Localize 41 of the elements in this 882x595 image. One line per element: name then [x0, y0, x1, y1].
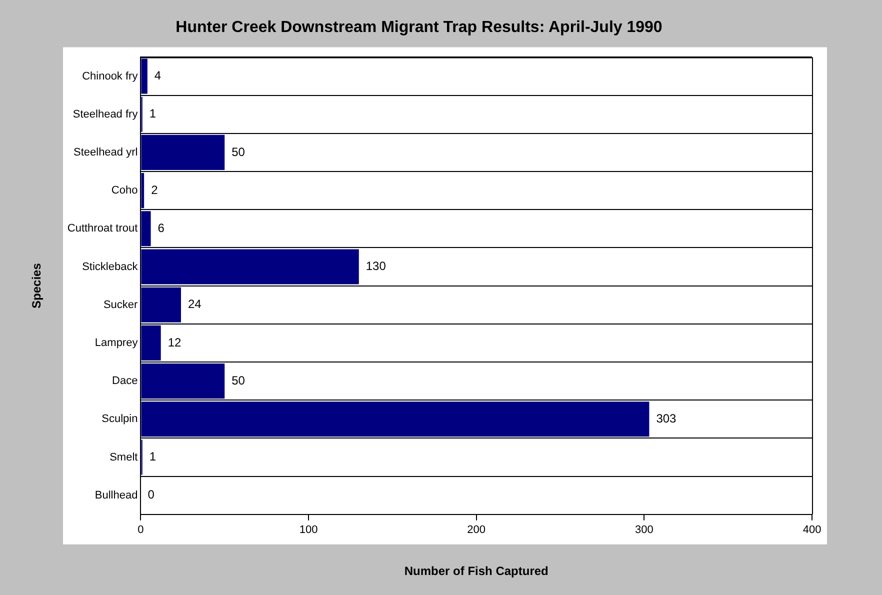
- y-tick-label: Chinook fry: [82, 70, 138, 82]
- data-label: 50: [232, 144, 246, 159]
- x-tick-label: 200: [467, 524, 486, 536]
- bar: [141, 134, 225, 170]
- data-label: 0: [148, 488, 155, 502]
- data-label: 50: [232, 373, 246, 388]
- data-label: 12: [168, 335, 182, 350]
- y-tick-label: Sculpin: [102, 413, 138, 426]
- data-label: 1: [149, 450, 156, 464]
- bar: [141, 364, 225, 399]
- y-tick-label: Bullhead: [94, 489, 138, 502]
- bar: [141, 402, 650, 437]
- y-tick-label: Coho: [111, 184, 138, 197]
- bar: [141, 249, 359, 284]
- x-tick-label: 0: [138, 524, 144, 536]
- bar: [141, 211, 151, 246]
- y-tick-label: Dace: [112, 375, 138, 388]
- bar: [141, 173, 144, 208]
- data-label: 6: [158, 220, 165, 235]
- data-label: 303: [656, 411, 677, 426]
- data-label: 4: [154, 68, 162, 83]
- bar: [141, 325, 161, 360]
- y-tick-label: Cutthroat trout: [67, 222, 138, 235]
- y-tick-label: Lamprey: [94, 336, 138, 349]
- y-tick-label: Steelhead fry: [72, 108, 138, 120]
- data-label: 1: [149, 106, 156, 121]
- y-tick-label: Sucker: [103, 298, 138, 311]
- chart-title: Hunter Creek Downstream Migrant Trap Results: April-July 1990: [176, 19, 662, 36]
- y-tick-label: Steelhead yrl: [73, 146, 138, 158]
- y-tick-label: Stickleback: [82, 260, 138, 273]
- x-tick-label: 300: [635, 524, 654, 536]
- data-label: 24: [188, 297, 202, 312]
- bar: [141, 58, 148, 94]
- data-label: 2: [151, 182, 158, 197]
- x-axis-title: Number of Fish Captured: [404, 564, 548, 578]
- y-tick-label: Smelt: [110, 451, 138, 464]
- y-axis-title: Species: [30, 262, 44, 308]
- bar: [141, 287, 181, 322]
- data-label: 130: [366, 259, 386, 274]
- x-tick-label: 400: [802, 524, 822, 536]
- x-tick-label: 100: [299, 524, 318, 536]
